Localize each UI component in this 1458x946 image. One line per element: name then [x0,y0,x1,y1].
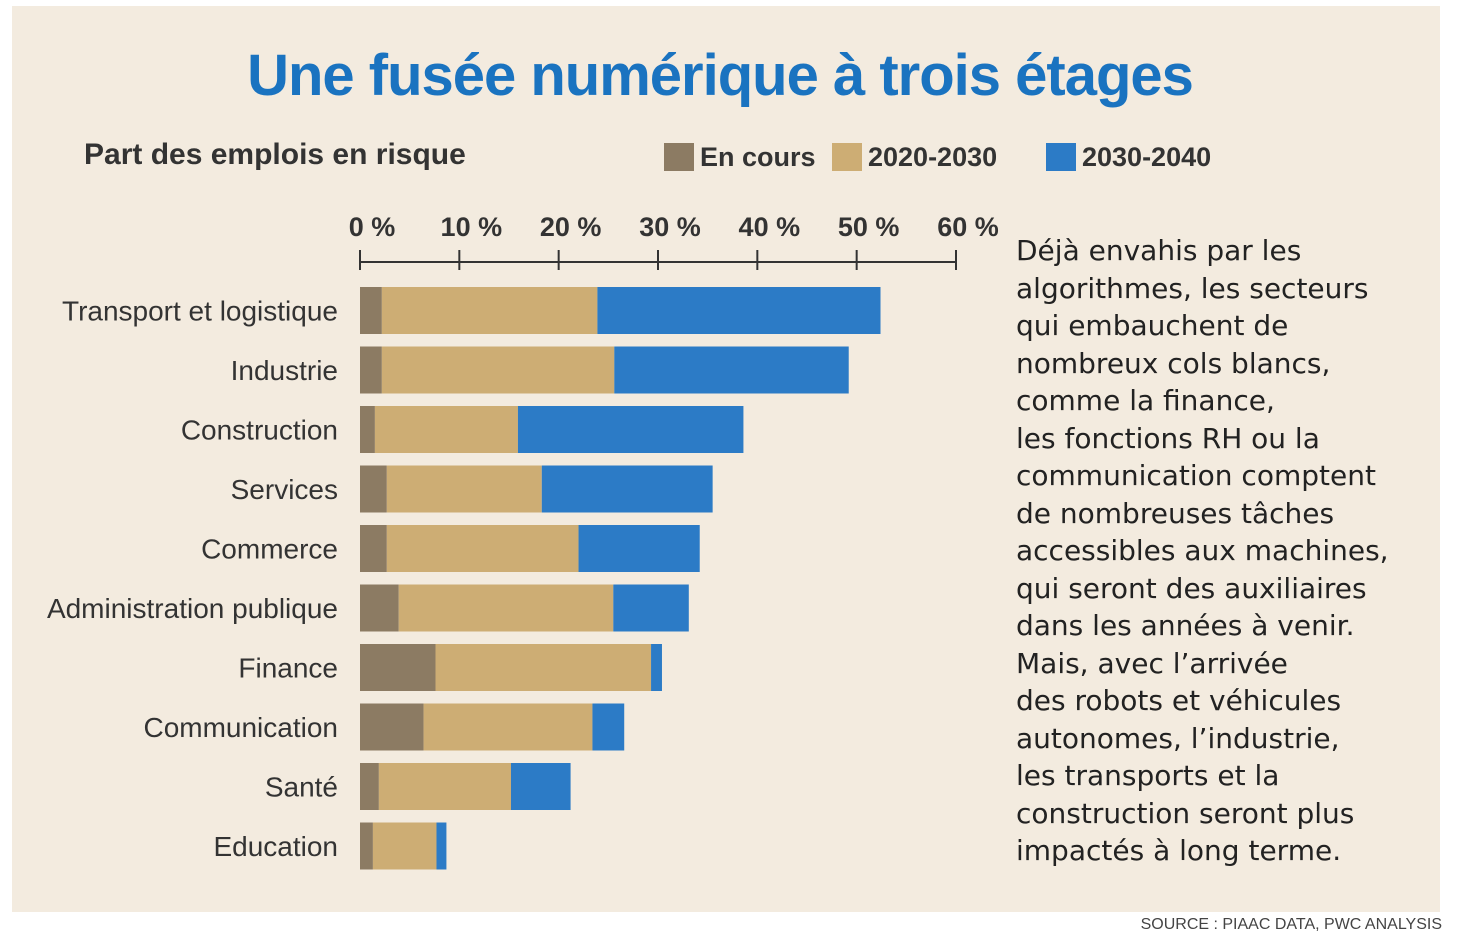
category-label-1: Industrie [231,355,338,386]
category-label-7: Communication [143,712,338,743]
x-tick-label-6: 60 % [937,212,999,242]
legend-item-2020-2030: 2020-2030 [832,142,997,172]
bar-4-series-0 [360,525,387,572]
bar-4-series-2 [578,525,700,572]
category-label-9: Education [213,831,338,862]
category-label-8: Santé [265,772,338,803]
chart-panel [12,6,1440,912]
category-label-2: Construction [181,415,338,446]
bar-2-series-2 [517,406,744,453]
legend-swatch-2030-2040 [1046,143,1076,171]
legend-item-2030-2040: 2030-2040 [1046,142,1211,172]
x-tick-label-2: 20 % [540,212,602,242]
bar-8-series-1 [378,763,511,810]
bar-2-series-1 [374,406,518,453]
bar-1-series-2 [614,346,849,394]
bar-5-series-2 [613,584,689,632]
bar-9-series-1 [372,822,437,870]
bar-3-series-2 [541,465,713,513]
bar-7-series-1 [423,703,593,751]
legend-swatch-en-cours [664,143,694,171]
bar-5-series-0 [360,584,399,632]
bar-0-series-0 [360,287,382,334]
x-tick-label-4: 40 % [739,212,801,242]
bar-8-series-2 [510,763,571,810]
legend-label-2020-2030: 2020-2030 [868,141,998,172]
category-label-6: Finance [238,653,338,684]
category-label-4: Commerce [201,534,338,565]
source-note: SOURCE : PIAAC DATA, PWC ANALYSIS [1140,916,1442,933]
legend-label-en-cours: En cours [700,141,816,172]
bar-0-series-2 [597,287,881,334]
x-tick-label-0: 0 % [349,212,396,242]
chart-subtitle: Part des emplois en risque [84,138,466,171]
bar-3-series-0 [360,465,387,513]
bar-1-series-1 [381,346,615,394]
legend-label-2030-2040: 2030-2040 [1082,141,1212,172]
bar-9-series-2 [436,822,447,870]
category-label-3: Services [231,474,338,505]
x-tick-label-3: 30 % [639,212,701,242]
bar-2-series-0 [360,406,375,453]
bar-6-series-2 [651,644,662,691]
bar-4-series-1 [386,525,579,572]
chart-title: Une fusée numérique à trois étages [247,43,1194,108]
bar-8-series-0 [360,763,379,810]
legend-swatch-2020-2030 [832,143,862,171]
bar-7-series-0 [360,703,424,751]
bar-0-series-1 [381,287,598,334]
bar-5-series-1 [398,584,614,632]
bar-3-series-1 [386,465,542,513]
description-text: Déjà envahis par les algorithmes, les se… [1016,234,1389,867]
bar-7-series-2 [592,703,625,751]
x-tick-label-1: 10 % [441,212,503,242]
category-label-0: Transport et logistique [62,296,338,327]
x-tick-label-5: 50 % [838,212,900,242]
bar-9-series-0 [360,822,373,870]
category-label-5: Administration publique [47,593,338,624]
bar-1-series-0 [360,346,382,394]
legend-item-en-cours: En cours [664,142,816,172]
bar-6-series-1 [435,644,652,691]
bar-6-series-0 [360,644,436,691]
